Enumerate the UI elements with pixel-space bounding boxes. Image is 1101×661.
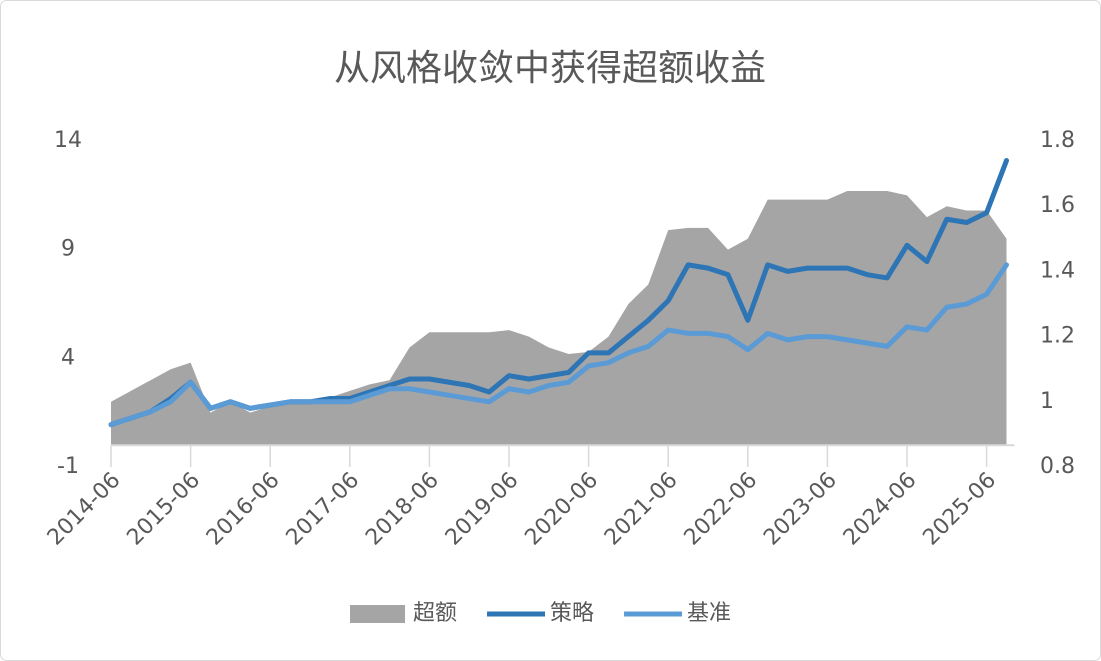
y-tick-label: -1 [57,454,79,479]
y2-tick-label: 1.2 [1040,324,1075,349]
legend-label: 基准 [687,601,731,626]
legend-swatch [350,605,405,623]
y2-tick-label: 1 [1040,389,1054,414]
y2-tick-label: 1.4 [1040,258,1075,283]
legend-label: 策略 [550,601,594,626]
line [108,262,1009,428]
y-tick-label: 9 [61,237,75,262]
y-tick-label: 4 [61,345,75,370]
y2-tick-label: 1.8 [1040,128,1075,153]
legend-label: 超额 [413,601,457,626]
chart-title: 从风格收敛中获得超额收益 [334,48,766,89]
y2-tick-label: 0.8 [1040,454,1075,479]
area [111,190,1007,446]
y2-tick-label: 1.6 [1040,193,1075,218]
y-tick-label: 14 [54,128,82,153]
